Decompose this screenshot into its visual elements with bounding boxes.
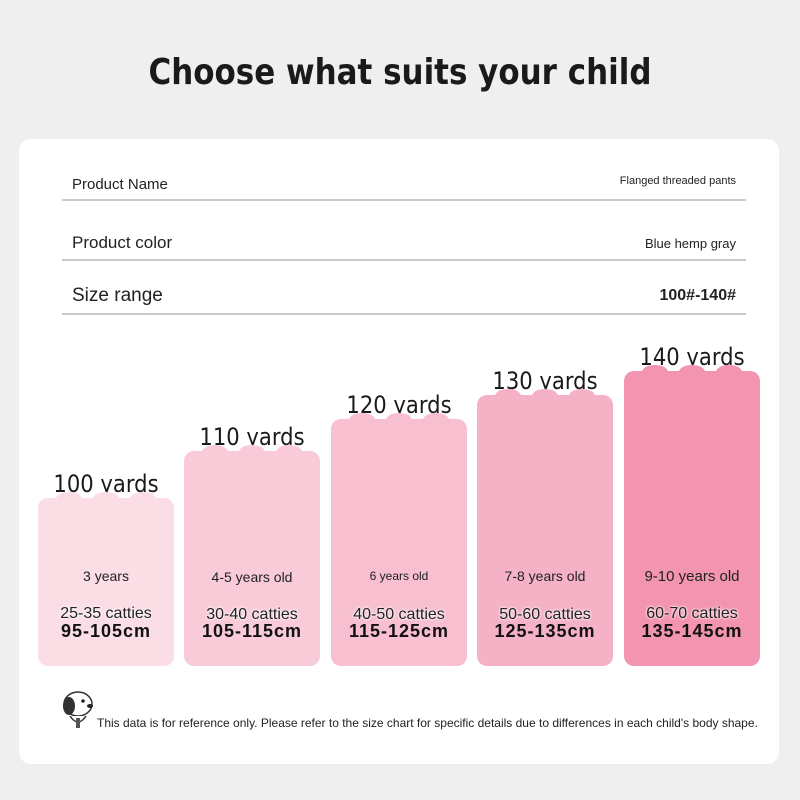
age-text: 6 years old — [369, 569, 429, 583]
weight-text: 50-60 catties — [499, 606, 591, 623]
size-block-130: 130 yards 7-8 years old 125-135cm 50-60 … — [477, 367, 613, 666]
block-scallop — [349, 413, 375, 427]
block-scallop — [495, 389, 521, 403]
weight-text: 30-40 catties — [206, 606, 298, 623]
block-scallop — [642, 365, 668, 379]
block-scallop — [532, 389, 558, 403]
spec-row-size-range: Size range 100#-140# — [62, 277, 746, 315]
size-block-140: 140 yards 9-10 years old 135-145cm 60-70… — [624, 343, 760, 666]
block-scallop — [716, 365, 742, 379]
height-text: 105-115cm — [201, 621, 303, 641]
block-scallop — [202, 445, 228, 459]
spec-row-product-color: Product color Blue hemp gray — [62, 223, 746, 261]
page-title: Choose what suits your child — [148, 52, 652, 93]
block-scallop — [386, 413, 412, 427]
block-scallop — [569, 389, 595, 403]
spec-value: Flanged threaded pants — [619, 175, 736, 187]
spec-label: Product color — [72, 233, 173, 252]
size-block-110: 110 yards 4-5 years old 105-115cm 30-40 … — [184, 423, 320, 666]
spec-value: 100#-140# — [659, 287, 736, 304]
block-scallop — [423, 413, 449, 427]
age-text: 7-8 years old — [504, 568, 586, 584]
spec-row-product-name: Product Name Flanged threaded pants — [62, 169, 746, 201]
height-text: 125-135cm — [494, 621, 596, 641]
block-scallop — [130, 492, 156, 506]
block-scallop — [239, 445, 265, 459]
weight-text: 60-70 catties — [646, 605, 738, 622]
disclaimer-text: This data is for reference only. Please … — [97, 716, 758, 730]
size-block-100: 100 yards 3 years 95-105cm 25-35 catties — [38, 470, 174, 666]
height-text: 95-105cm — [60, 621, 152, 641]
age-text: 9-10 years old — [644, 568, 740, 585]
height-text: 115-125cm — [348, 621, 450, 641]
age-text: 3 years — [83, 568, 129, 584]
weight-text: 25-35 catties — [60, 605, 152, 622]
weight-text: 40-50 catties — [353, 606, 445, 623]
block-scallop — [93, 492, 119, 506]
size-block-120: 120 yards 6 years old 115-125cm 40-50 ca… — [331, 391, 467, 666]
spec-label: Product Name — [72, 176, 168, 193]
cartoon-dog-icon — [63, 691, 93, 728]
block-scallop — [56, 492, 82, 506]
age-text: 4-5 years old — [211, 569, 293, 585]
block-scallop — [276, 445, 302, 459]
spec-label: Size range — [72, 285, 163, 306]
block-scallop — [679, 365, 705, 379]
spec-value: Blue hemp gray — [644, 236, 736, 251]
height-text: 135-145cm — [641, 621, 743, 641]
